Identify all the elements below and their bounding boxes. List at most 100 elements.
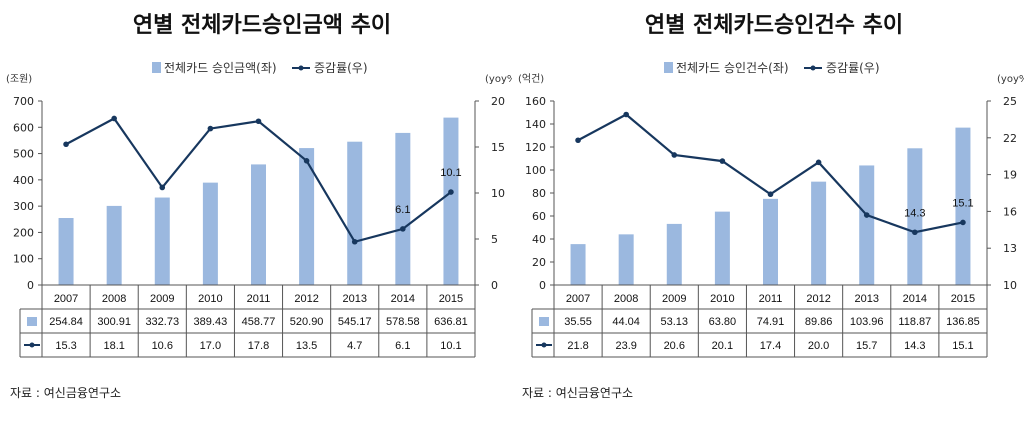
table-cell-line-value: 17.0 — [200, 340, 221, 352]
y-right-unit: (yoy%) — [485, 74, 512, 85]
x-tick-label: 2013 — [854, 293, 878, 305]
y-right-tick-label: 15 — [491, 141, 505, 154]
y-left-tick-label: 20 — [532, 256, 546, 269]
y-left-tick-label: 120 — [525, 141, 546, 154]
source-note: 자료 : 여신금융연구소 — [10, 386, 121, 400]
y-left-tick-label: 500 — [13, 148, 34, 161]
bar — [106, 205, 122, 285]
table-cell-bar-value: 578.58 — [386, 316, 420, 328]
x-tick-label: 2008 — [102, 293, 126, 305]
line-point — [719, 158, 726, 164]
y-right-tick-label: 25 — [1003, 95, 1017, 108]
bar — [395, 132, 411, 285]
legend-bar-label: 전체카드 승인금액(좌) — [164, 61, 277, 75]
table-cell-bar-value: 89.86 — [805, 316, 833, 328]
y-left-tick-label: 600 — [13, 121, 34, 134]
table-cell-line-value: 4.7 — [347, 340, 362, 352]
line-point — [448, 189, 454, 195]
x-tick-label: 2012 — [806, 293, 830, 305]
chart-title: 연별 전체카드승인건수 추이 — [645, 13, 903, 38]
line-point — [912, 229, 918, 236]
table-cell-bar-value: 74.91 — [757, 316, 785, 328]
bar — [859, 165, 875, 285]
table-cell-line-value: 14.3 — [904, 340, 925, 352]
legend-line-marker — [810, 65, 816, 71]
y-left-tick-label: 300 — [13, 200, 34, 213]
bar — [907, 148, 923, 285]
bar — [154, 197, 170, 285]
y-left-unit: (조원) — [6, 73, 32, 85]
x-tick-label: 2014 — [391, 293, 415, 305]
legend-bar-swatch — [152, 62, 161, 73]
y-right-tick-label: 10 — [491, 187, 505, 200]
line-point — [815, 159, 822, 166]
table-bar-swatch — [539, 317, 549, 326]
x-tick-label: 2012 — [294, 293, 318, 305]
x-tick-label: 2015 — [951, 293, 975, 305]
bar — [811, 181, 827, 285]
x-tick-label: 2011 — [759, 293, 783, 305]
bar — [763, 198, 778, 285]
legend-line-label: 증감률(우) — [826, 61, 880, 75]
x-tick-label: 2008 — [614, 293, 638, 305]
table-cell-line-value: 15.3 — [55, 340, 76, 352]
x-tick-label: 2011 — [247, 293, 271, 305]
table-cell-bar-value: 254.84 — [49, 316, 83, 328]
line-point — [863, 212, 870, 218]
table-cell-line-value: 20.0 — [808, 340, 829, 352]
y-left-tick-label: 400 — [13, 174, 34, 187]
table-cell-line-value: 15.1 — [952, 340, 973, 352]
legend-line-label: 증감률(우) — [314, 61, 368, 75]
y-right-tick-label: 0 — [491, 279, 498, 292]
y-right-tick-label: 10 — [1003, 279, 1017, 292]
bar — [955, 127, 971, 285]
bar — [202, 182, 218, 285]
table-cell-bar-value: 520.90 — [290, 316, 324, 328]
table-cell-line-value: 10.6 — [152, 340, 173, 352]
y-right-tick-label: 13 — [1003, 242, 1017, 255]
legend-bar-swatch — [664, 62, 673, 73]
table-cell-bar-value: 545.17 — [338, 316, 372, 328]
chart-title: 연별 전체카드승인금액 추이 — [133, 13, 391, 38]
line-point — [671, 152, 678, 158]
x-tick-label: 2014 — [903, 293, 927, 305]
x-tick-label: 2007 — [54, 293, 78, 305]
y-left-tick-label: 100 — [13, 253, 34, 266]
x-tick-label: 2010 — [198, 293, 222, 305]
line-point — [207, 125, 214, 132]
line-point — [111, 115, 117, 122]
table-cell-bar-value: 103.96 — [850, 316, 884, 328]
bar — [251, 164, 266, 285]
y-left-tick-label: 140 — [525, 118, 546, 131]
x-tick-label: 2009 — [150, 293, 174, 305]
line-point — [255, 118, 262, 125]
y-left-tick-label: 40 — [532, 233, 546, 246]
table-cell-line-value: 20.1 — [712, 340, 733, 352]
table-cell-bar-value: 458.77 — [242, 316, 276, 328]
y-left-tick-label: 60 — [532, 210, 546, 223]
line-point — [623, 111, 629, 118]
line-point — [303, 158, 310, 164]
table-cell-bar-value: 389.43 — [194, 316, 228, 328]
bar — [570, 244, 586, 285]
x-tick-label: 2010 — [710, 293, 734, 305]
table-cell-line-value: 10.1 — [440, 340, 461, 352]
bar — [714, 211, 730, 285]
y-right-unit: (yoy%) — [997, 74, 1024, 85]
table-line-marker — [29, 342, 35, 348]
bar — [299, 148, 315, 285]
table-cell-line-value: 13.5 — [296, 340, 317, 352]
table-cell-bar-value: 63.80 — [709, 316, 737, 328]
x-tick-label: 2013 — [342, 293, 366, 305]
y-right-tick-label: 20 — [491, 95, 505, 108]
line-point — [63, 141, 69, 148]
source-note: 자료 : 여신금융연구소 — [522, 386, 633, 400]
legend-line-marker — [298, 65, 304, 71]
table-cell-line-value: 23.9 — [615, 340, 636, 352]
line-point — [767, 191, 774, 198]
bar — [618, 234, 634, 285]
line-point — [960, 219, 966, 226]
y-right-tick-label: 19 — [1003, 169, 1017, 182]
